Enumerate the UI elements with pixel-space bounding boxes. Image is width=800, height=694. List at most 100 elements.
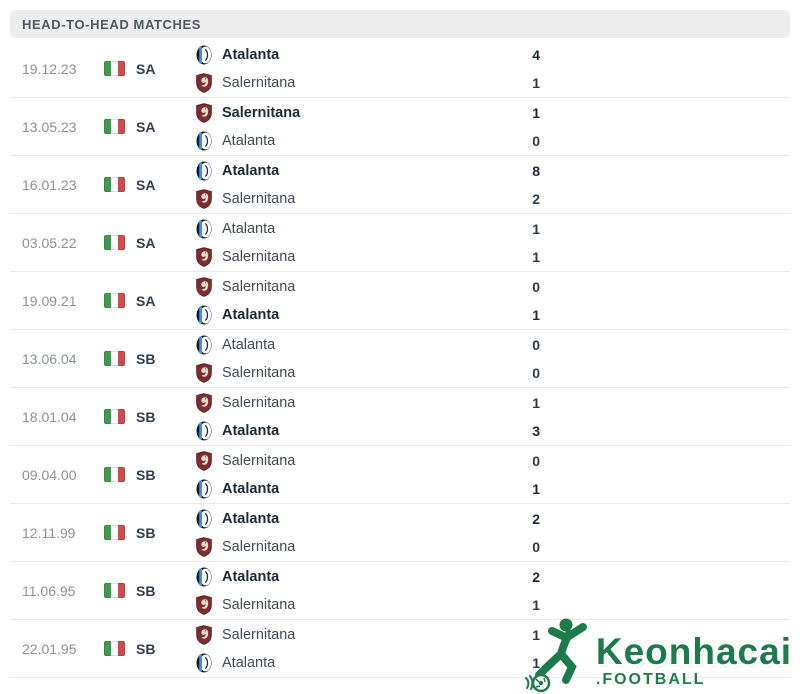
team-row: Atalanta 8 <box>196 160 540 182</box>
competition-badge: SA <box>136 292 156 309</box>
team-name: Atalanta <box>222 654 276 671</box>
match-meta: 12.11.99 SB <box>22 525 196 541</box>
team-score: 1 <box>532 626 540 643</box>
team-score: 1 <box>532 248 540 265</box>
competition-badge: SA <box>136 118 156 135</box>
atalanta-logo-icon <box>196 305 212 324</box>
match-meta: 09.04.00 SB <box>22 467 196 483</box>
match-row[interactable]: 22.01.95 SB <box>10 620 790 678</box>
italy-flag-icon <box>104 409 125 424</box>
italy-flag-icon <box>104 293 125 308</box>
teams: Atalanta 2 Salern <box>196 508 540 558</box>
salernitana-logo-icon <box>196 450 212 471</box>
salernitana-logo-icon <box>196 594 212 615</box>
italy-flag-icon <box>104 351 125 366</box>
team-name: Atalanta <box>222 46 280 63</box>
team-row: Salernitana 1 <box>196 392 540 414</box>
match-meta: 16.01.23 SA <box>22 177 196 193</box>
salernitana-logo-icon <box>196 276 212 297</box>
match-row[interactable]: 19.09.21 SA <box>10 272 790 330</box>
team-name: Atalanta <box>222 132 276 149</box>
italy-flag-icon <box>104 177 125 192</box>
team-row: Salernitana 1 <box>196 246 540 268</box>
match-row[interactable]: 09.04.00 SB <box>10 446 790 504</box>
team-row: Salernitana 1 <box>196 594 540 616</box>
match-row[interactable]: 19.12.23 SA <box>10 40 790 98</box>
team-row: Salernitana 1 <box>196 72 540 94</box>
team-row: Salernitana 1 <box>196 102 540 124</box>
match-date: 13.05.23 <box>22 118 77 135</box>
atalanta-logo-icon <box>196 653 212 672</box>
team-score: 0 <box>532 452 540 469</box>
teams: Salernitana 0 Ata <box>196 450 540 500</box>
competition-badge: SB <box>136 408 156 425</box>
match-meta: 13.06.04 SB <box>22 351 196 367</box>
team-name: Salernitana <box>222 104 301 121</box>
team-score: 0 <box>532 538 540 555</box>
team-row: Salernitana 0 <box>196 276 540 298</box>
teams: Salernitana 1 Ata <box>196 102 540 152</box>
competition-badge: SB <box>136 524 156 541</box>
italy-flag-icon <box>104 641 125 656</box>
match-date: 11.06.95 <box>22 582 76 599</box>
matches-list: 19.12.23 SA <box>10 40 790 678</box>
salernitana-logo-icon <box>196 246 212 267</box>
team-score: 0 <box>532 132 540 149</box>
team-score: 3 <box>532 422 540 439</box>
team-score: 1 <box>532 596 540 613</box>
team-row: Atalanta 1 <box>196 652 540 674</box>
team-name: Salernitana <box>222 394 296 411</box>
team-row: Atalanta 2 <box>196 566 540 588</box>
match-date: 22.01.95 <box>22 640 77 657</box>
teams: Atalanta 2 Salern <box>196 566 540 616</box>
match-date: 19.09.21 <box>22 292 77 309</box>
atalanta-logo-icon <box>196 131 212 150</box>
match-row[interactable]: 03.05.22 SA <box>10 214 790 272</box>
teams: Salernitana 1 Ata <box>196 624 540 674</box>
team-row: Salernitana 0 <box>196 450 540 472</box>
team-row: Atalanta 2 <box>196 508 540 530</box>
italy-flag-icon <box>104 119 125 134</box>
match-date: 12.11.99 <box>22 524 76 541</box>
team-row: Salernitana 1 <box>196 624 540 646</box>
team-row: Salernitana 2 <box>196 188 540 210</box>
competition-badge: SA <box>136 234 156 251</box>
team-score: 1 <box>532 654 540 671</box>
team-score: 2 <box>532 568 540 585</box>
match-row[interactable]: 13.05.23 SA <box>10 98 790 156</box>
team-row: Atalanta 0 <box>196 334 540 356</box>
match-row[interactable]: 12.11.99 SB <box>10 504 790 562</box>
teams: Atalanta 1 Salern <box>196 218 540 268</box>
team-name: Salernitana <box>222 596 296 613</box>
team-name: Salernitana <box>222 626 296 643</box>
team-score: 0 <box>532 336 540 353</box>
team-score: 8 <box>532 162 540 179</box>
competition-badge: SA <box>136 60 156 77</box>
team-score: 0 <box>532 364 540 381</box>
italy-flag-icon <box>104 525 125 540</box>
team-name: Atalanta <box>222 162 280 179</box>
match-date: 03.05.22 <box>22 234 77 251</box>
match-row[interactable]: 18.01.04 SB <box>10 388 790 446</box>
match-meta: 22.01.95 SB <box>22 641 196 657</box>
team-name: Salernitana <box>222 74 296 91</box>
match-date: 09.04.00 <box>22 466 77 483</box>
team-score: 2 <box>532 190 540 207</box>
team-name: Salernitana <box>222 190 296 207</box>
team-score: 1 <box>532 394 540 411</box>
match-meta: 13.05.23 SA <box>22 119 196 135</box>
team-name: Salernitana <box>222 452 296 469</box>
team-score: 1 <box>532 480 540 497</box>
teams: Atalanta 4 Salern <box>196 44 540 94</box>
team-name: Atalanta <box>222 336 276 353</box>
competition-badge: SB <box>136 640 156 657</box>
match-row[interactable]: 16.01.23 SA <box>10 156 790 214</box>
salernitana-logo-icon <box>196 188 212 209</box>
match-row[interactable]: 13.06.04 SB <box>10 330 790 388</box>
section-header: HEAD-TO-HEAD MATCHES <box>10 10 790 38</box>
match-meta: 11.06.95 SB <box>22 583 196 599</box>
team-name: Atalanta <box>222 480 280 497</box>
team-row: Atalanta 1 <box>196 218 540 240</box>
match-row[interactable]: 11.06.95 SB <box>10 562 790 620</box>
teams: Salernitana 0 Ata <box>196 276 540 326</box>
